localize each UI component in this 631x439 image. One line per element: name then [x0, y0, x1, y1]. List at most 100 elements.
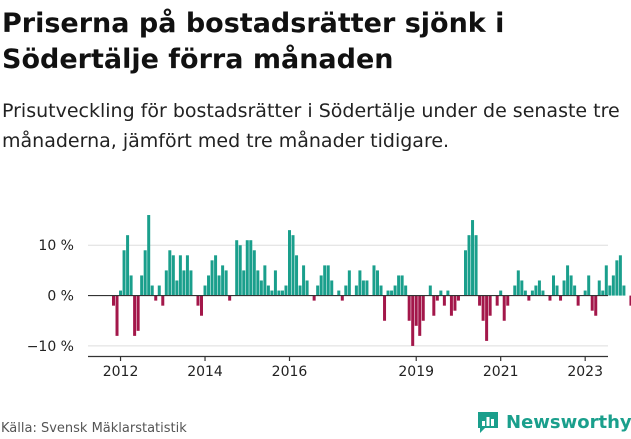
bar — [185, 255, 189, 296]
bar — [112, 295, 115, 306]
bar — [608, 285, 612, 296]
bar — [383, 295, 387, 321]
bar — [611, 275, 615, 296]
page-title: Priserna på bostadsrätter sjönk i Södert… — [2, 8, 505, 75]
bar — [266, 285, 270, 296]
bar — [171, 255, 175, 296]
grid-lines — [88, 244, 608, 347]
bar — [516, 270, 520, 296]
bar — [411, 295, 415, 346]
bar — [527, 295, 531, 301]
bar — [397, 275, 401, 296]
x-tick-label: 2019 — [398, 364, 434, 380]
bar — [207, 275, 211, 296]
bar — [115, 295, 119, 336]
bar — [372, 265, 376, 296]
bar — [488, 295, 492, 316]
y-tick-label: 0 % — [47, 289, 74, 305]
bar — [534, 285, 538, 296]
bar — [221, 265, 225, 296]
bar — [126, 235, 130, 296]
bar — [122, 250, 126, 296]
bar — [421, 295, 425, 321]
source-note: Källa: Svensk Mäklarstatistik — [1, 421, 187, 436]
brand-logo: Newsworthy — [476, 407, 631, 437]
bar — [256, 270, 260, 296]
bar — [235, 240, 239, 296]
x-axis — [88, 294, 608, 361]
bar — [597, 280, 601, 296]
bar — [312, 295, 316, 301]
bar — [140, 275, 144, 296]
bar — [337, 290, 341, 296]
bar — [298, 285, 302, 296]
bar — [513, 285, 517, 296]
bar — [288, 230, 291, 296]
bar — [224, 270, 228, 296]
bar — [464, 250, 467, 296]
bar — [615, 260, 619, 296]
bar — [499, 290, 503, 296]
bar — [548, 295, 552, 301]
bar — [400, 275, 404, 296]
bar — [157, 285, 161, 296]
bar — [259, 280, 263, 296]
bar — [365, 280, 369, 296]
bar — [284, 285, 288, 296]
bar — [189, 270, 193, 296]
bar — [316, 285, 320, 296]
bar — [129, 275, 133, 296]
bar — [361, 280, 365, 296]
y-tick-label: 10 % — [38, 238, 74, 254]
bar — [435, 295, 439, 301]
bar — [270, 290, 274, 296]
bar — [291, 235, 295, 296]
bar — [330, 280, 334, 296]
bar — [242, 270, 246, 296]
bar — [537, 280, 541, 296]
bar — [446, 290, 450, 296]
bar — [428, 285, 432, 296]
bar — [604, 265, 608, 296]
bar — [432, 295, 436, 316]
bar — [277, 290, 281, 296]
bar — [252, 250, 256, 296]
bar — [273, 270, 277, 296]
bar — [119, 290, 123, 296]
bar — [467, 235, 471, 296]
bar — [200, 295, 203, 316]
bar — [143, 250, 147, 296]
bar — [295, 255, 299, 296]
bar — [576, 295, 580, 306]
bar — [583, 290, 587, 296]
bar — [326, 265, 330, 296]
bar — [263, 265, 267, 296]
bar — [552, 275, 555, 296]
x-tick-label: 2021 — [483, 364, 519, 380]
bar — [344, 285, 348, 296]
bar — [474, 235, 478, 296]
brand-name: Newsworthy — [506, 411, 631, 433]
bar — [323, 265, 327, 296]
bar — [456, 295, 460, 301]
bar — [414, 295, 418, 326]
bar — [618, 255, 622, 296]
bar — [453, 295, 457, 311]
bar — [182, 270, 186, 296]
bar — [340, 295, 344, 301]
bar — [439, 290, 443, 296]
bar — [594, 295, 598, 316]
bar — [196, 295, 200, 306]
bar — [520, 280, 524, 296]
bar — [481, 295, 485, 321]
bar — [386, 290, 390, 296]
bar — [379, 285, 383, 296]
bar — [210, 260, 214, 296]
bar — [302, 265, 306, 296]
bar — [573, 285, 577, 296]
bar — [418, 295, 422, 336]
bar — [587, 275, 591, 296]
bar — [217, 275, 221, 296]
bar — [249, 240, 253, 296]
